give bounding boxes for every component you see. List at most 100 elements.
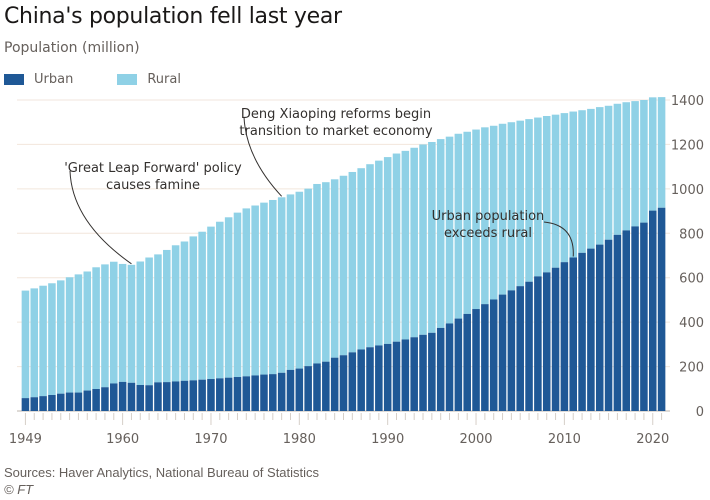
annotation-leader-line bbox=[543, 221, 574, 257]
bar-urban bbox=[110, 383, 118, 411]
bar-urban bbox=[207, 379, 215, 411]
legend-swatch-rural bbox=[117, 74, 138, 85]
bar-rural bbox=[392, 153, 401, 342]
bar-rural bbox=[410, 147, 418, 338]
bar-rural bbox=[339, 175, 348, 356]
bar-rural bbox=[136, 261, 145, 386]
bar-urban bbox=[74, 392, 83, 411]
annotation-text: exceeds rural bbox=[444, 226, 532, 241]
bar-rural bbox=[110, 261, 118, 384]
bar-urban bbox=[569, 257, 577, 411]
bar-urban bbox=[631, 226, 639, 411]
bar-urban bbox=[154, 382, 162, 411]
bar-urban bbox=[304, 366, 312, 411]
bar-rural bbox=[242, 208, 251, 377]
bar-rural bbox=[251, 205, 259, 376]
bar-rural bbox=[224, 217, 233, 378]
bar-rural bbox=[525, 119, 533, 282]
bar-rural bbox=[640, 100, 648, 223]
bar-urban bbox=[92, 389, 100, 411]
bar-rural bbox=[39, 285, 47, 397]
bar-urban bbox=[39, 396, 47, 411]
bar-urban bbox=[145, 385, 153, 411]
bar-urban bbox=[383, 343, 392, 411]
bar-urban bbox=[419, 334, 427, 411]
bar-rural bbox=[622, 102, 631, 231]
bar-urban bbox=[357, 349, 365, 411]
x-tick-label: 1960 bbox=[106, 432, 139, 447]
bar-rural bbox=[534, 117, 542, 277]
y-tick-label: 600 bbox=[679, 272, 704, 287]
bar-rural bbox=[463, 131, 471, 314]
bar-rural bbox=[286, 194, 295, 370]
bar-urban bbox=[127, 382, 136, 411]
legend: Urban Rural bbox=[4, 72, 225, 87]
bar-urban bbox=[171, 381, 180, 411]
bar-urban bbox=[498, 294, 507, 411]
y-tick-label: 1400 bbox=[671, 94, 704, 109]
bar-urban bbox=[622, 230, 631, 411]
bar-rural bbox=[277, 197, 286, 373]
y-tick-label: 400 bbox=[679, 316, 704, 331]
bar-rural bbox=[569, 111, 577, 258]
x-tick-label: 1970 bbox=[194, 432, 227, 447]
bar-urban bbox=[251, 375, 259, 411]
bar-rural bbox=[560, 113, 569, 263]
bar-urban bbox=[348, 352, 357, 411]
bar-urban bbox=[428, 332, 436, 411]
bar-rural bbox=[454, 133, 463, 319]
bar-urban bbox=[233, 377, 242, 411]
bar-rural bbox=[313, 183, 321, 364]
bar-urban bbox=[595, 244, 604, 411]
bar-urban bbox=[269, 374, 277, 411]
bar-urban bbox=[101, 387, 109, 411]
bars bbox=[21, 97, 666, 411]
bar-rural bbox=[304, 188, 312, 367]
y-tick-label: 1200 bbox=[671, 138, 704, 153]
bar-urban bbox=[463, 313, 471, 411]
x-tick-label: 1990 bbox=[371, 432, 404, 447]
bar-rural bbox=[428, 141, 436, 333]
bar-rural bbox=[366, 164, 374, 348]
bar-urban bbox=[657, 207, 666, 411]
annotation-leader-line bbox=[243, 116, 283, 197]
bar-urban bbox=[260, 374, 268, 411]
bar-urban bbox=[83, 390, 92, 411]
bar-rural bbox=[171, 245, 180, 382]
y-tick-label: 0 bbox=[696, 405, 704, 420]
y-axis: 0 200 400 600 800 1000 1200 1400 bbox=[671, 94, 704, 420]
bar-urban bbox=[489, 299, 498, 411]
bar-rural bbox=[21, 290, 30, 399]
bar-rural bbox=[357, 168, 365, 350]
bar-rural bbox=[401, 150, 410, 340]
annotation-text: causes famine bbox=[106, 178, 200, 193]
chart-title: China's population fell last year bbox=[4, 4, 342, 29]
bar-rural bbox=[489, 125, 498, 300]
bar-urban bbox=[578, 252, 586, 411]
bar-rural bbox=[383, 157, 392, 344]
annotation-leader-line bbox=[69, 170, 132, 265]
bar-rural bbox=[648, 97, 657, 211]
bar-rural bbox=[127, 264, 136, 383]
bar-rural bbox=[472, 129, 480, 310]
bar-rural bbox=[498, 123, 507, 295]
bar-urban bbox=[640, 222, 648, 411]
bar-rural bbox=[74, 274, 83, 393]
bar-urban bbox=[322, 361, 330, 411]
legend-item-rural: Rural bbox=[117, 72, 181, 87]
annotation-text: transition to market economy bbox=[239, 124, 432, 139]
bar-urban bbox=[65, 392, 74, 411]
bar-rural bbox=[613, 103, 622, 235]
bar-rural bbox=[233, 212, 242, 378]
bar-urban bbox=[375, 345, 383, 411]
x-axis: 1949 1960 1970 1980 1990 2000 2010 2020 bbox=[9, 413, 669, 447]
bar-urban bbox=[286, 369, 295, 411]
bar-urban bbox=[560, 262, 569, 411]
bar-urban bbox=[401, 339, 410, 411]
bar-rural bbox=[507, 122, 516, 291]
bar-rural bbox=[198, 231, 206, 380]
x-tick-label: 1980 bbox=[283, 432, 316, 447]
bar-urban bbox=[392, 341, 401, 411]
bar-rural bbox=[375, 160, 383, 346]
bar-urban bbox=[295, 368, 304, 411]
